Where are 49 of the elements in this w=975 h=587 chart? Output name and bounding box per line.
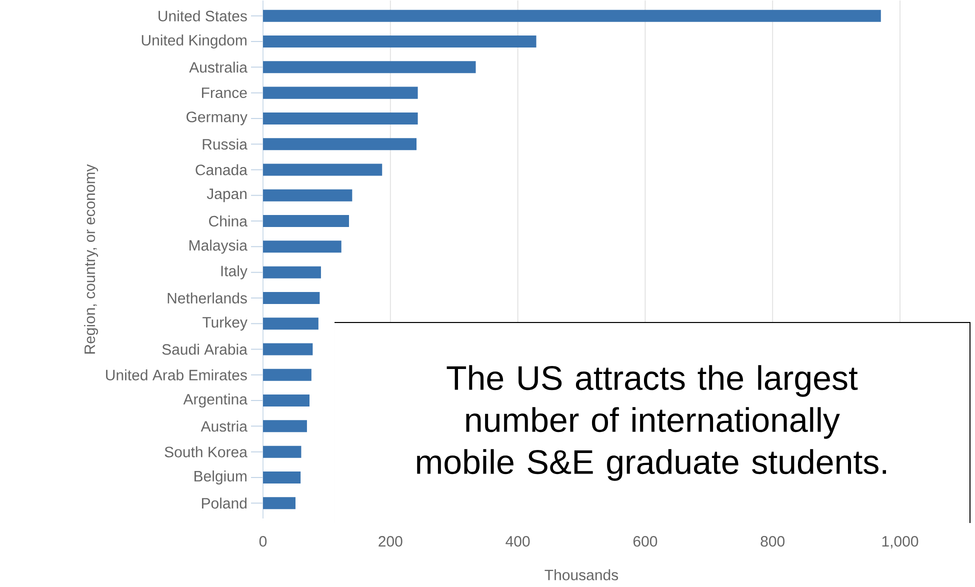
bar bbox=[263, 240, 342, 252]
bar bbox=[263, 266, 321, 278]
y-tick-label: Argentina bbox=[183, 393, 248, 408]
bar bbox=[263, 214, 349, 227]
bar bbox=[263, 292, 320, 304]
bar bbox=[263, 189, 352, 202]
y-tick-label: United Arab Emirates bbox=[106, 369, 247, 380]
y-tick-label: China bbox=[209, 215, 248, 226]
y-tick-label: United Kingdom bbox=[142, 34, 246, 48]
bar bbox=[263, 60, 476, 73]
y-tick-label: Belgium bbox=[194, 470, 246, 484]
y-tick-label: United States bbox=[158, 10, 247, 22]
bar bbox=[263, 35, 536, 48]
bar bbox=[263, 446, 302, 458]
bar bbox=[263, 343, 313, 356]
bar bbox=[263, 86, 418, 99]
y-tick-label: Japan bbox=[206, 188, 246, 202]
bar bbox=[263, 138, 417, 150]
x-tick-label: 400 bbox=[506, 536, 530, 546]
y-tick-label: Canada bbox=[196, 164, 248, 176]
y-tick-label: Australia bbox=[189, 61, 248, 72]
bar bbox=[263, 496, 296, 509]
bar bbox=[263, 420, 307, 432]
x-tick-label: 800 bbox=[760, 536, 785, 546]
bar bbox=[263, 164, 382, 176]
y-tick-label: Saudi Arabia bbox=[162, 344, 248, 355]
y-tick-label: France bbox=[202, 87, 247, 98]
y-tick-label: Italy bbox=[221, 265, 248, 280]
bar bbox=[263, 394, 310, 406]
y-tick-label: Austria bbox=[200, 420, 248, 432]
y-tick-label: Netherlands bbox=[168, 292, 247, 304]
y-tick-label: Poland bbox=[202, 497, 246, 508]
bar bbox=[263, 10, 881, 22]
x-tick-label: 600 bbox=[633, 536, 658, 546]
y-tick-label: Russia bbox=[202, 138, 248, 150]
bar bbox=[263, 317, 318, 330]
y-tick-label: Malaysia bbox=[190, 239, 248, 254]
annotation: The US attracts the largest number of internationally mobile S&E graduate students. bbox=[417, 364, 886, 481]
y-tick-label: South Korea bbox=[164, 446, 248, 458]
y-tick-label: Turkey bbox=[202, 316, 248, 330]
x-tick-label: 1,000 bbox=[882, 536, 918, 548]
bar bbox=[263, 368, 312, 381]
bar bbox=[263, 471, 301, 484]
x-tick-label: 0 bbox=[259, 536, 267, 546]
x-tick-label: 200 bbox=[378, 536, 402, 546]
bar bbox=[263, 112, 418, 124]
y-axis-title: Region, country, or economy bbox=[84, 164, 98, 354]
y-tick-label: Germany bbox=[186, 111, 248, 126]
x-axis-title: Thousands bbox=[544, 569, 618, 580]
